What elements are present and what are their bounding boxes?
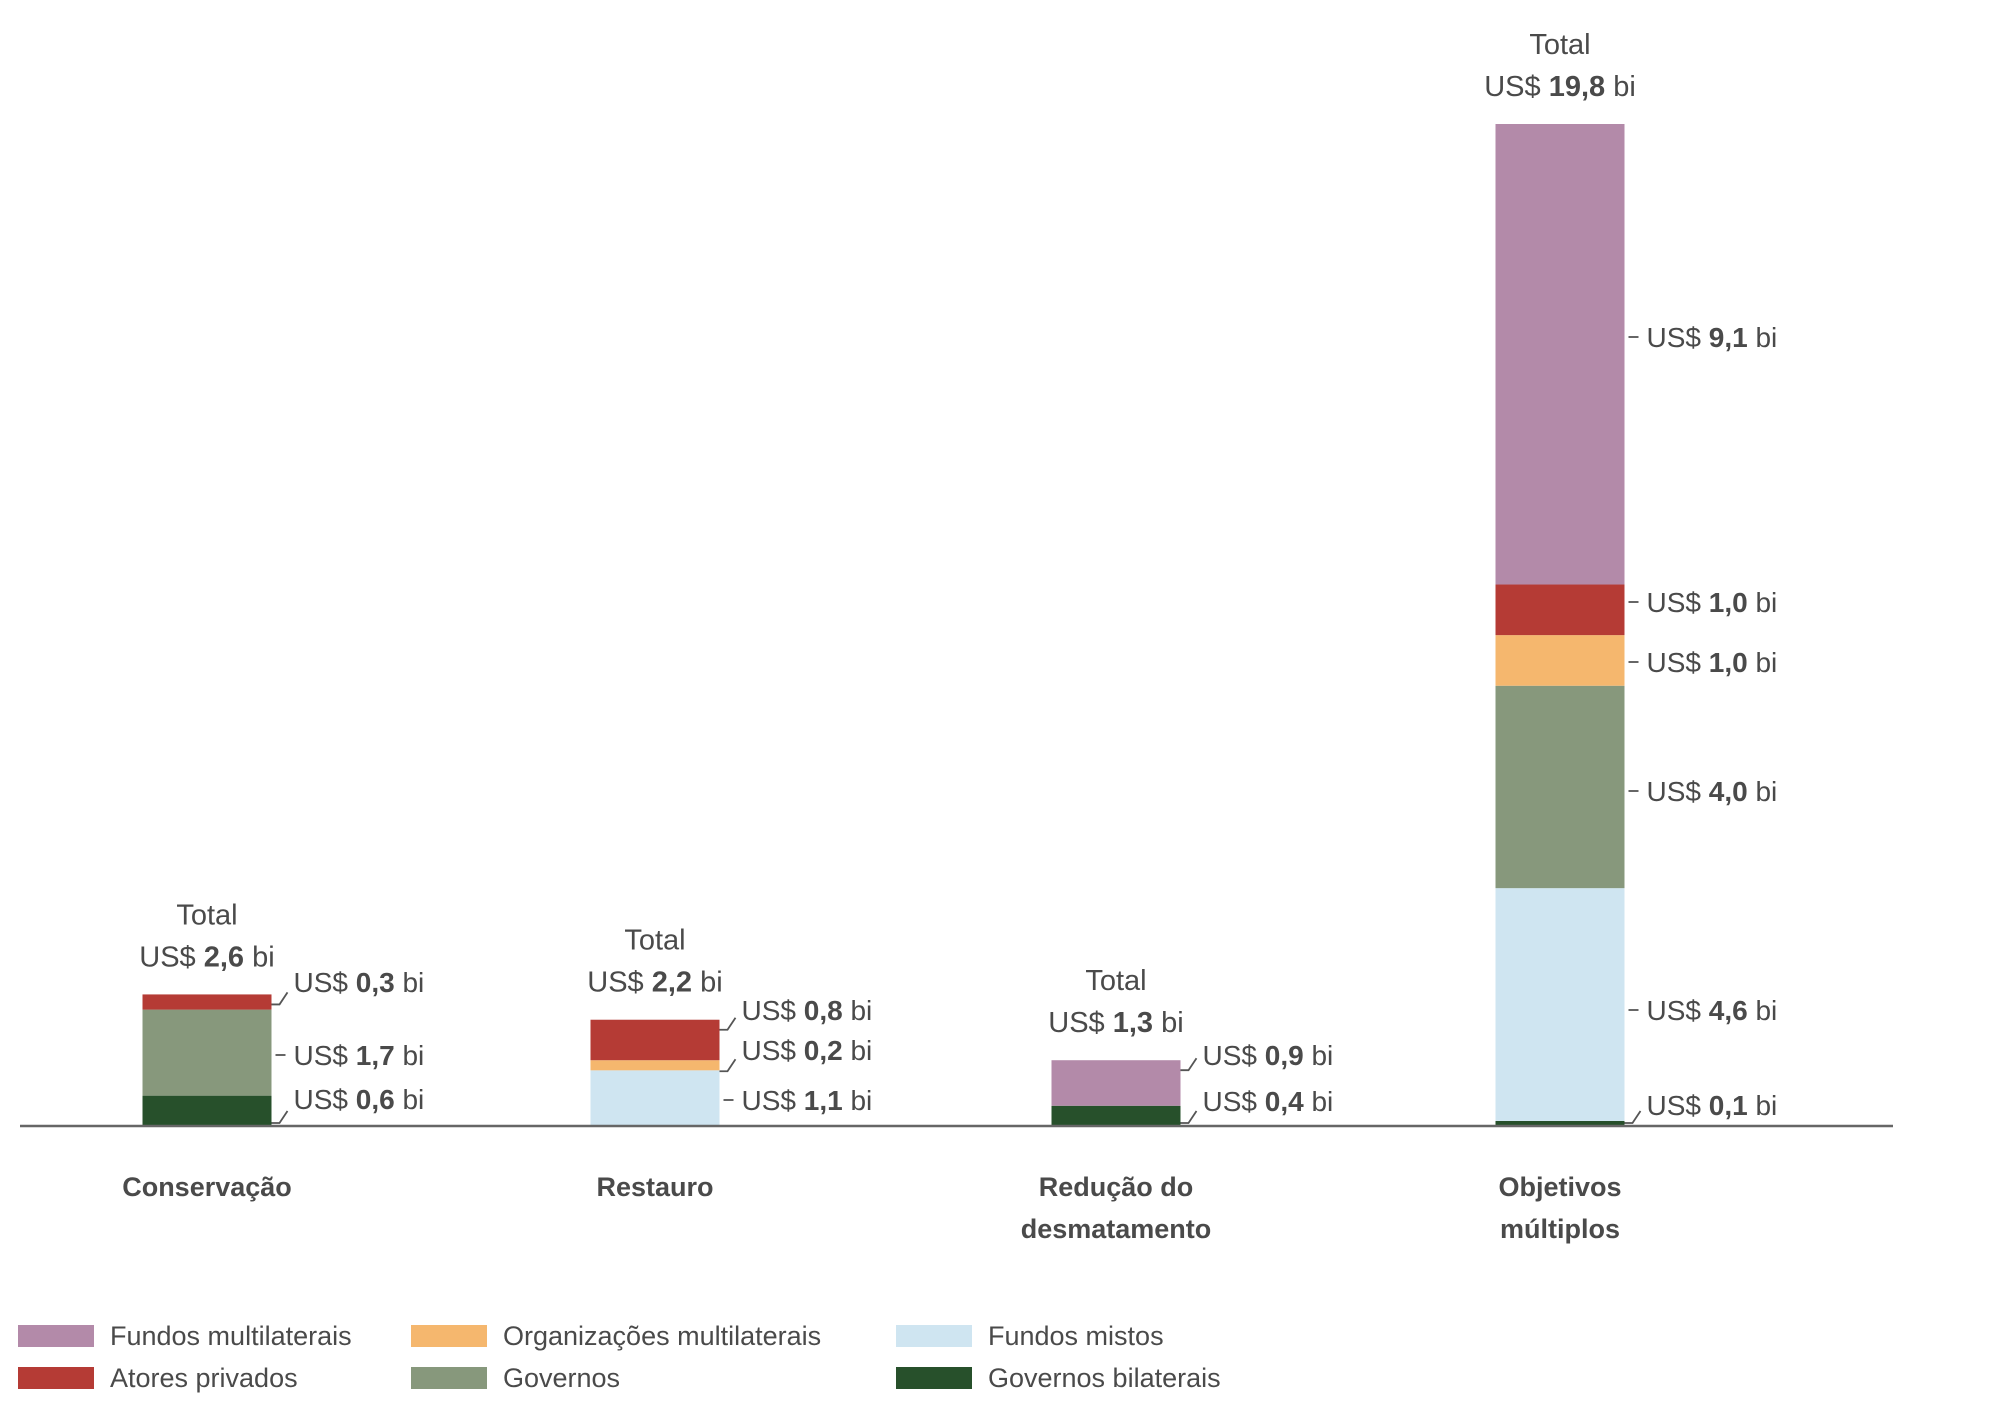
bar-segment <box>590 1019 720 1061</box>
value-label: US$ 0,2 bi <box>742 1035 873 1066</box>
value-label: US$ 4,0 bi <box>1647 776 1778 807</box>
legend-item: Fundos multilaterais <box>18 1320 352 1352</box>
value-label: US$ 0,1 bi <box>1647 1090 1778 1121</box>
bar-segment <box>1495 685 1625 889</box>
total-labels-group: Total US$ 2,6 bi Total US$ 2,2 bi Total US$ 1… <box>139 29 1636 1039</box>
legend-item: Governos <box>411 1362 620 1394</box>
legend-swatch <box>18 1367 94 1389</box>
value-label: US$ 0,9 bi <box>1203 1040 1334 1071</box>
legend-label: Fundos multilaterais <box>110 1320 352 1351</box>
legend-item: Governos bilaterais <box>896 1362 1221 1394</box>
category-label: Objetivos <box>1498 1172 1621 1202</box>
legend-label: Governos <box>503 1362 621 1393</box>
total-value: US$ 1,3 bi <box>1048 1007 1183 1039</box>
legend-swatch <box>896 1325 972 1347</box>
value-label: US$ 9,1 bi <box>1647 322 1778 353</box>
bar-segment <box>142 1095 272 1126</box>
legend-swatch <box>18 1325 94 1347</box>
bar-segment <box>1495 888 1625 1121</box>
leader-line <box>271 991 289 1006</box>
leader-lines-group <box>271 336 1642 1124</box>
bar-segment <box>142 1009 272 1096</box>
bar-segment <box>1051 1060 1181 1106</box>
leader-line <box>1180 1110 1198 1124</box>
bar-segment <box>590 1060 720 1071</box>
leader-line <box>271 1110 289 1124</box>
value-label: US$ 0,6 bi <box>294 1084 425 1115</box>
total-value: US$ 2,6 bi <box>139 941 274 973</box>
category-labels-group: Conservação Restauro Redução do desmatament… <box>122 1172 1621 1244</box>
legend-item: Fundos mistos <box>896 1320 1164 1352</box>
legend: Fundos multilaterais Atores privados Org… <box>0 1320 1300 1410</box>
category-label: múltiplos <box>1500 1214 1620 1244</box>
bar-segment <box>1051 1105 1181 1126</box>
value-label: US$ 0,8 bi <box>742 995 873 1026</box>
category-label: Conservação <box>122 1172 292 1202</box>
total-value: US$ 19,8 bi <box>1484 71 1636 103</box>
total-title: Total <box>1529 29 1590 61</box>
legend-label: Organizações multilaterais <box>503 1320 822 1351</box>
legend-label: Atores privados <box>110 1362 298 1393</box>
bar-segment <box>142 994 272 1010</box>
leader-line <box>719 1058 737 1073</box>
legend-item: Organizações multilaterais <box>411 1320 821 1352</box>
total-title: Total <box>176 899 237 931</box>
value-labels-group: US$ 0,3 bi US$ 1,7 bi US$ 0,6 bi US$ 0,8 bi… <box>294 322 1778 1121</box>
category-label: desmatamento <box>1021 1214 1212 1244</box>
legend-swatch <box>896 1367 972 1389</box>
bars-group <box>142 124 1625 1126</box>
total-title: Total <box>624 925 685 957</box>
legend-label: Fundos mistos <box>988 1320 1164 1351</box>
value-label: US$ 0,4 bi <box>1203 1086 1334 1117</box>
bar-segment <box>590 1070 720 1126</box>
bar-segment <box>1495 1120 1625 1126</box>
leader-line <box>1624 1110 1642 1124</box>
value-label: US$ 4,6 bi <box>1647 995 1778 1026</box>
total-value: US$ 2,2 bi <box>587 967 722 999</box>
value-label: US$ 1,7 bi <box>294 1040 425 1071</box>
category-label: Restauro <box>596 1172 713 1202</box>
legend-swatch <box>411 1367 487 1389</box>
legend-swatch <box>411 1325 487 1347</box>
leader-line <box>719 1017 737 1031</box>
value-label: US$ 1,0 bi <box>1647 647 1778 678</box>
leader-line <box>1180 1057 1198 1072</box>
bar-segment <box>1495 124 1625 585</box>
bar-segment <box>1495 584 1625 636</box>
category-label: Redução do <box>1039 1172 1194 1202</box>
total-title: Total <box>1085 965 1146 997</box>
bar-segment <box>1495 635 1625 686</box>
value-label: US$ 0,3 bi <box>294 967 425 998</box>
legend-label: Governos bilaterais <box>988 1362 1221 1393</box>
value-label: US$ 1,0 bi <box>1647 587 1778 618</box>
value-label: US$ 1,1 bi <box>742 1085 873 1116</box>
legend-item: Atores privados <box>18 1362 298 1394</box>
